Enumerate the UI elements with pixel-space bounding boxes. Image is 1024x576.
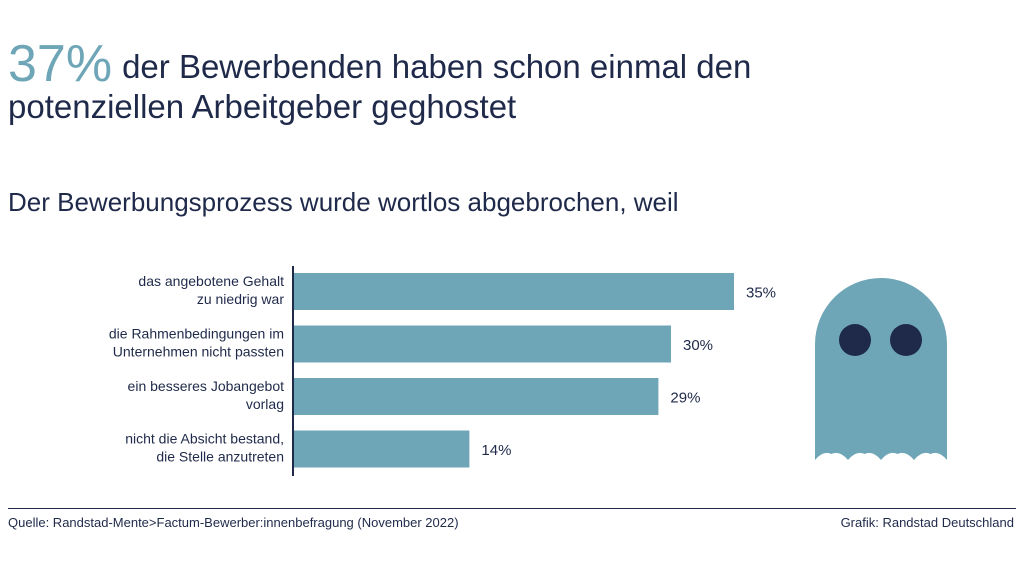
chart-subtitle: Der Bewerbungsprozess wurde wortlos abge… xyxy=(8,187,679,217)
category-label-3-line-1: ein besseres Jobangebot xyxy=(128,378,285,394)
headline-line2: potenziellen Arbeitgeber geghostet xyxy=(8,88,517,125)
category-label-2-line-1: die Rahmenbedingungen im xyxy=(109,326,284,342)
category-label-2-line-2: Unternehmen nicht passten xyxy=(113,344,284,360)
headline: 37% der Bewerbenden haben schon einmal de… xyxy=(8,38,1008,127)
category-label-4-line-1: nicht die Absicht bestand, xyxy=(125,431,284,447)
ghost-left-eye xyxy=(839,324,871,356)
bar-2 xyxy=(293,325,671,363)
category-label-1-line-1: das angebotene Gehalt xyxy=(138,273,284,289)
bar-1 xyxy=(293,273,734,310)
value-label-2: 30% xyxy=(683,337,713,354)
source-note: Quelle: Randstad-Mente>Factum-Bewerber:i… xyxy=(8,515,459,530)
bar-4 xyxy=(293,430,470,468)
ghost-illustration xyxy=(815,278,947,460)
category-label-4-line-2: die Stelle anzutreten xyxy=(156,449,284,465)
headline-percentage: 37% xyxy=(8,35,113,93)
value-label-3: 29% xyxy=(670,390,700,407)
ghost-right-eye xyxy=(890,324,922,356)
category-label-1-line-2: zu niedrig war xyxy=(197,291,284,307)
headline-line1: der Bewerbenden haben schon einmal den xyxy=(122,48,752,85)
value-label-4: 14% xyxy=(481,442,511,459)
graphic-credit: Grafik: Randstad Deutschland xyxy=(840,515,1014,530)
bar-3 xyxy=(293,378,659,415)
footer-divider xyxy=(8,508,1016,509)
category-label-3-line-2: vorlag xyxy=(246,396,284,412)
value-label-1: 35% xyxy=(746,285,776,302)
